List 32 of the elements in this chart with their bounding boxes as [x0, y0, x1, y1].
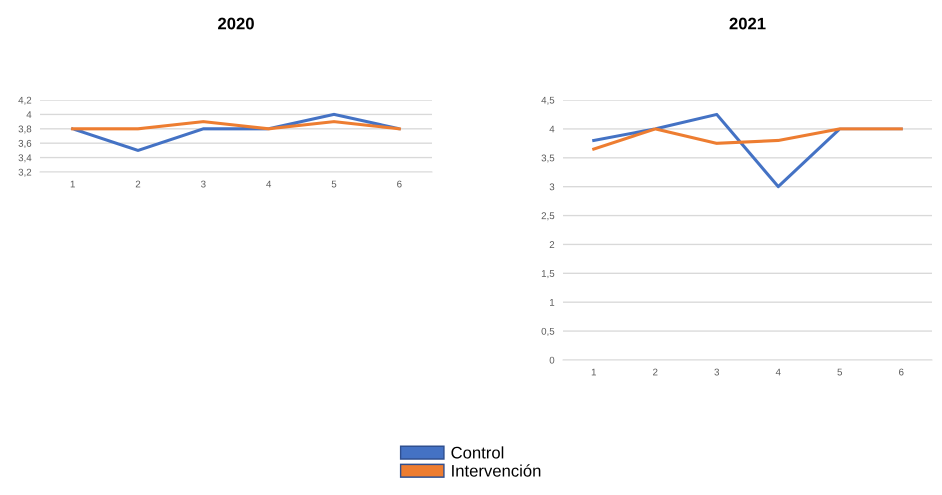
y-tick-label: 0 — [550, 356, 554, 364]
y-tick-label: 4 — [549, 126, 554, 132]
x-tick-label: 3 — [201, 180, 206, 188]
x-tick-label: 2 — [653, 368, 658, 376]
x-tick-label: 5 — [332, 180, 336, 188]
y-tick-label: 2,5 — [542, 212, 554, 220]
x-tick-label: 1 — [70, 180, 75, 188]
x-tick-label: 4 — [266, 180, 272, 188]
y-tick-label: 3,8 — [18, 126, 32, 134]
y-tick-label: 4 — [26, 111, 32, 118]
y-tick-label: 0,5 — [542, 328, 554, 336]
x-tick-label: 5 — [837, 368, 842, 376]
legend-label: Control — [451, 446, 504, 459]
line-series — [592, 127, 903, 151]
y-tick-label: 3,6 — [18, 140, 32, 148]
x-tick-label: 6 — [397, 180, 402, 188]
x-tick-label: 4 — [776, 368, 781, 376]
y-tick-label: 1 — [550, 299, 554, 306]
y-tick-label: 4,5 — [541, 96, 554, 105]
y-tick-label: 2 — [550, 241, 554, 248]
x-tick-label: 6 — [899, 368, 904, 376]
chart-title: 2021 — [730, 18, 766, 30]
x-tick-label: 2 — [136, 180, 140, 188]
y-tick-label: 3,2 — [18, 168, 32, 177]
legend-label: Intervención — [452, 464, 540, 477]
y-tick-label: 3,5 — [542, 154, 554, 163]
y-tick-label: 1,5 — [542, 270, 554, 278]
x-tick-label: 1 — [592, 368, 596, 376]
chart-title: 2020 — [218, 18, 254, 30]
y-tick-label: 4,2 — [18, 96, 32, 105]
x-tick-label: 3 — [714, 368, 720, 376]
y-tick-label: 3,4 — [18, 154, 32, 162]
